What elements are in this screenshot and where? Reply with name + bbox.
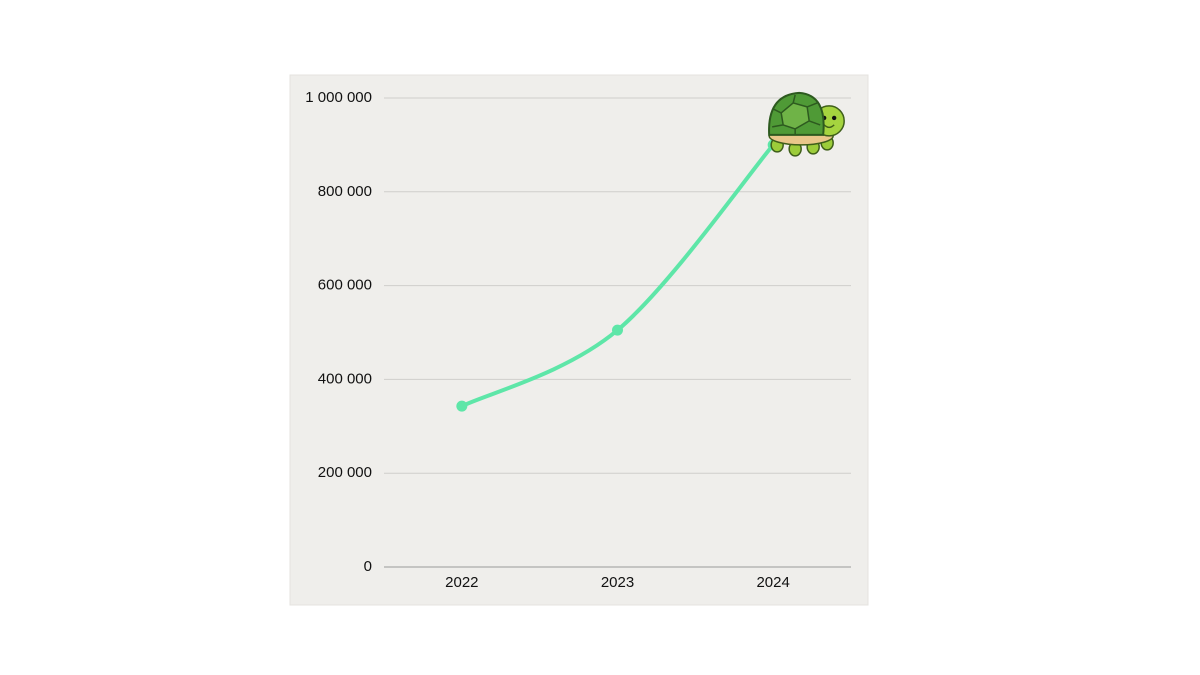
- y-tick-label: 0: [364, 558, 372, 575]
- y-tick-label: 200 000: [318, 464, 372, 481]
- turtle-smile: [823, 124, 835, 129]
- y-tick-label: 600 000: [318, 277, 372, 294]
- x-tick-label: 2022: [445, 574, 478, 591]
- turtle-shell-pattern: [772, 94, 821, 135]
- turtle-icon: [768, 91, 845, 157]
- point: [456, 400, 468, 412]
- x-tick-label: 2024: [756, 574, 789, 591]
- y-tick-label: 800 000: [318, 183, 372, 200]
- turtle-eye: [831, 115, 837, 121]
- point: [612, 324, 623, 336]
- y-tick-label: 400 000: [318, 370, 372, 387]
- chart-panel: [289, 74, 869, 606]
- y-tick-label: 1 000 000: [305, 89, 372, 106]
- x-tick-label: 2023: [601, 574, 634, 591]
